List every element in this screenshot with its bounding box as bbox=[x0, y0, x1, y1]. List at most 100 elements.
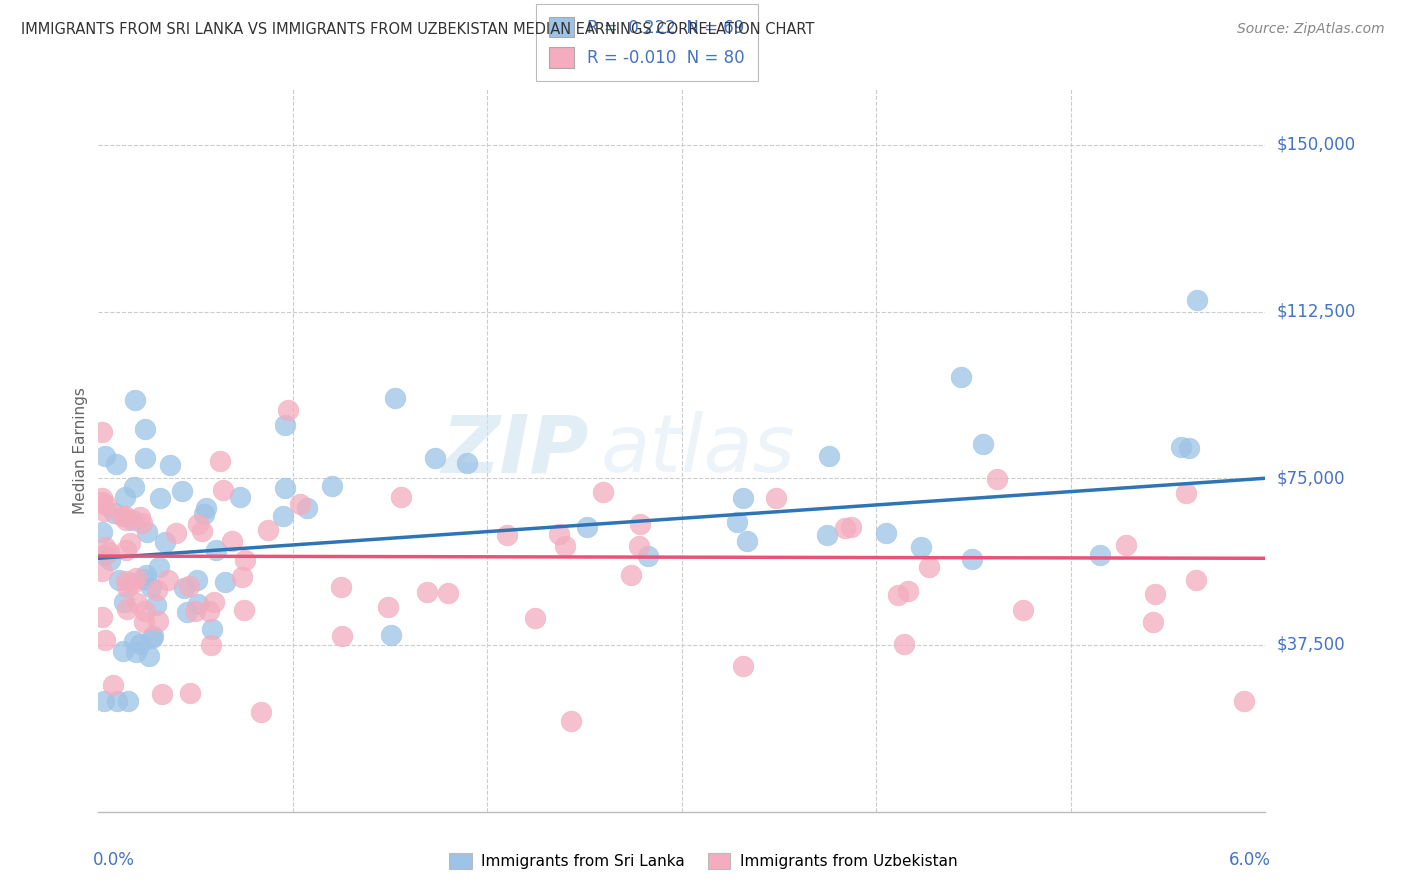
Point bbox=[132, 572, 155, 586]
Point bbox=[134, 604, 156, 618]
Point bbox=[129, 510, 152, 524]
Point bbox=[179, 686, 201, 700]
Point bbox=[229, 490, 252, 504]
Point bbox=[765, 491, 787, 505]
Text: 6.0%: 6.0% bbox=[1229, 852, 1271, 870]
Point bbox=[972, 436, 994, 450]
Point bbox=[173, 581, 195, 595]
Point bbox=[91, 610, 114, 624]
Point bbox=[208, 454, 231, 468]
Point bbox=[628, 539, 651, 553]
Point bbox=[115, 513, 138, 527]
Point bbox=[121, 513, 143, 527]
Text: $37,500: $37,500 bbox=[1277, 636, 1346, 654]
Point bbox=[496, 528, 519, 542]
Point bbox=[165, 526, 187, 541]
Point bbox=[187, 597, 209, 611]
Legend: Immigrants from Sri Lanka, Immigrants from Uzbekistan: Immigrants from Sri Lanka, Immigrants fr… bbox=[443, 847, 963, 875]
Point bbox=[1170, 440, 1192, 454]
Point bbox=[415, 585, 437, 599]
Point bbox=[212, 483, 235, 498]
Point bbox=[620, 567, 643, 582]
Point bbox=[141, 631, 163, 645]
Point bbox=[148, 560, 170, 574]
Point bbox=[136, 525, 159, 540]
Point bbox=[128, 637, 150, 651]
Point bbox=[330, 580, 353, 594]
Point bbox=[114, 574, 136, 588]
Text: IMMIGRANTS FROM SRI LANKA VS IMMIGRANTS FROM UZBEKISTAN MEDIAN EARNINGS CORRELAT: IMMIGRANTS FROM SRI LANKA VS IMMIGRANTS … bbox=[21, 22, 814, 37]
Point bbox=[118, 536, 141, 550]
Point bbox=[101, 678, 124, 692]
Point bbox=[177, 578, 200, 592]
Point bbox=[231, 570, 253, 584]
Point bbox=[214, 574, 236, 589]
Point bbox=[295, 500, 318, 515]
Point bbox=[145, 598, 167, 612]
Point bbox=[256, 524, 278, 538]
Point bbox=[115, 602, 138, 616]
Point bbox=[950, 370, 973, 384]
Point bbox=[125, 645, 148, 659]
Point bbox=[377, 600, 399, 615]
Point bbox=[1185, 293, 1208, 308]
Point bbox=[389, 490, 412, 504]
Point bbox=[628, 516, 651, 531]
Point bbox=[834, 520, 856, 534]
Point bbox=[384, 391, 406, 405]
Point bbox=[191, 524, 214, 539]
Point bbox=[125, 596, 148, 610]
Point bbox=[139, 581, 162, 595]
Point bbox=[330, 629, 353, 643]
Point bbox=[138, 649, 160, 664]
Point bbox=[1232, 693, 1254, 707]
Point bbox=[105, 693, 128, 707]
Point bbox=[193, 507, 215, 521]
Point bbox=[103, 506, 125, 520]
Point bbox=[733, 491, 755, 505]
Point bbox=[202, 595, 225, 609]
Point bbox=[547, 526, 569, 541]
Point bbox=[817, 449, 839, 463]
Text: $75,000: $75,000 bbox=[1277, 469, 1346, 487]
Point bbox=[554, 539, 576, 553]
Point bbox=[122, 480, 145, 494]
Point bbox=[111, 509, 134, 524]
Point bbox=[986, 471, 1008, 485]
Point bbox=[918, 559, 941, 574]
Text: Source: ZipAtlas.com: Source: ZipAtlas.com bbox=[1237, 22, 1385, 37]
Point bbox=[114, 508, 136, 523]
Point bbox=[141, 629, 163, 643]
Point bbox=[97, 545, 120, 559]
Text: atlas: atlas bbox=[600, 411, 794, 490]
Point bbox=[560, 714, 582, 728]
Point bbox=[731, 658, 754, 673]
Point bbox=[456, 457, 478, 471]
Point bbox=[122, 575, 145, 590]
Point bbox=[111, 644, 134, 658]
Point bbox=[271, 508, 294, 523]
Text: $112,500: $112,500 bbox=[1277, 302, 1355, 320]
Point bbox=[186, 574, 208, 588]
Point bbox=[198, 604, 221, 618]
Point bbox=[125, 571, 148, 585]
Point bbox=[221, 534, 243, 549]
Point bbox=[134, 422, 156, 436]
Text: ZIP: ZIP bbox=[441, 411, 589, 490]
Point bbox=[1185, 574, 1208, 588]
Point bbox=[437, 586, 460, 600]
Point bbox=[887, 588, 910, 602]
Point bbox=[1143, 586, 1166, 600]
Point bbox=[146, 614, 169, 628]
Point bbox=[93, 548, 115, 562]
Point bbox=[893, 637, 915, 651]
Point bbox=[288, 497, 311, 511]
Point bbox=[232, 603, 254, 617]
Point bbox=[523, 611, 546, 625]
Point bbox=[187, 516, 209, 531]
Point bbox=[817, 528, 839, 542]
Point bbox=[1178, 441, 1201, 455]
Point bbox=[91, 491, 114, 505]
Point bbox=[195, 500, 218, 515]
Point bbox=[93, 503, 115, 517]
